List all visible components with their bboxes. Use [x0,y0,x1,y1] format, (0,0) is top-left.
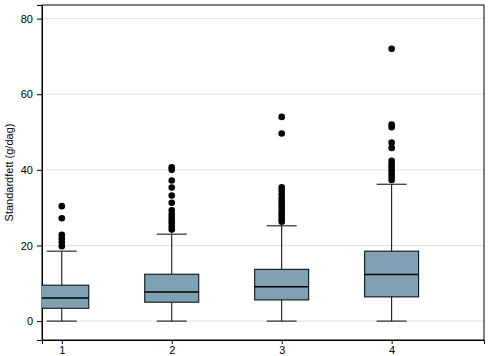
x-tick: 1 [59,340,65,356]
outlier [388,177,395,184]
upper-cap [267,225,297,226]
box [365,251,419,297]
y-tick-label: 40 [21,164,33,176]
x-tick-label: 1 [59,344,65,356]
y-tick-mark [37,19,42,20]
outlier [168,177,175,184]
grid-line [42,169,484,170]
y-tick-label: 0 [27,315,33,327]
outlier [168,199,175,206]
y-tick-label: 20 [21,239,33,251]
box-group [42,203,89,321]
grid-line [42,245,484,246]
outlier [388,124,395,131]
y-tick-label: 60 [21,88,33,100]
x-tick-label: 4 [389,344,395,356]
outlier [168,184,175,191]
x-tick-label: 2 [169,344,175,356]
outlier [278,218,285,225]
y-tick-mark [37,321,42,322]
y-tick: 40 [21,164,42,176]
outlier [168,226,175,233]
outlier [168,167,175,174]
outlier [58,203,65,210]
outlier [58,243,65,250]
grid-line [42,321,484,322]
y-tick-mark [37,245,42,246]
y-axis: 0 20 40 60 80 [21,6,43,341]
median [42,297,89,299]
grid-line [42,94,484,95]
outlier [278,114,285,121]
plot-frame [42,5,484,340]
x-tick: 3 [279,340,285,356]
x-tick: 2 [169,340,175,356]
x-axis-line [43,341,485,345]
lower-whisker [281,300,282,321]
y-axis-title: Standardfett (g/dag) [3,124,15,222]
y-axis-line [37,6,43,341]
lower-cap [47,321,77,322]
outlier [58,215,65,222]
y-tick: 60 [21,88,42,100]
lower-cap [157,321,187,322]
upper-whisker [281,226,282,269]
box-group [255,114,309,321]
box [145,274,199,302]
upper-cap [47,251,77,252]
grid-line [42,18,484,19]
lower-whisker [171,302,172,321]
y-tick: 20 [21,239,42,251]
lower-cap [377,321,407,322]
outlier [388,145,395,152]
x-tick-label: 3 [279,344,285,356]
y-tick: 80 [21,13,42,25]
y-tick-label: 80 [21,13,33,25]
x-tick: 4 [389,340,395,356]
outlier [278,130,285,137]
box [255,269,309,300]
lower-whisker [391,297,392,321]
y-tick: 0 [27,315,42,327]
box [42,285,89,308]
upper-cap [377,184,407,185]
y-tick-mark [37,94,42,95]
upper-whisker [391,184,392,251]
x-axis: 1 2 3 4 [43,340,485,356]
median [365,274,419,276]
boxes [42,46,419,322]
median [145,291,199,293]
y-tick-mark [37,170,42,171]
upper-whisker [61,251,62,285]
lower-whisker [61,308,62,321]
upper-cap [157,234,187,235]
median [255,286,309,288]
lower-cap [267,321,297,322]
outlier [388,46,395,53]
upper-whisker [171,234,172,274]
box-group [145,164,199,321]
grid [42,19,484,321]
outlier [168,192,175,199]
chart: 0 20 40 60 80 1 2 3 4 Standardfett (g/dag) [0,0,491,356]
box-group [365,46,419,322]
